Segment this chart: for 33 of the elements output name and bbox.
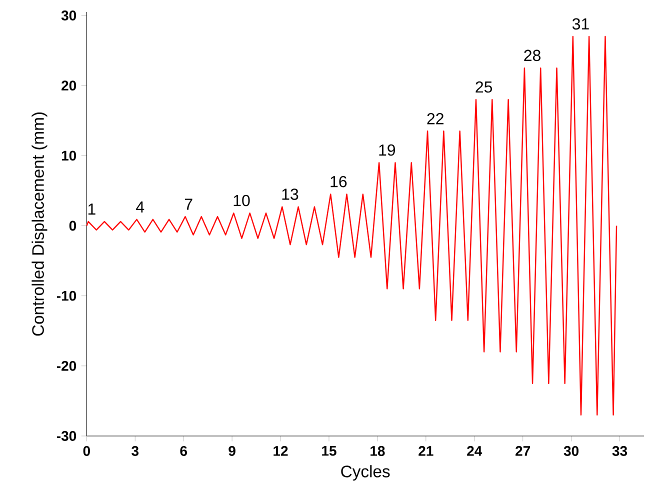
x-tick-label: 9 <box>228 446 236 456</box>
annotation: 28 <box>524 50 540 62</box>
x-tick-label: 27 <box>516 446 530 456</box>
annotation: 31 <box>572 18 589 30</box>
annotation: 10 <box>234 194 250 206</box>
annotation: 19 <box>379 144 396 156</box>
y-tick-label: 30 <box>61 10 76 20</box>
annotation: 4 <box>136 202 144 213</box>
annotation: 16 <box>330 176 347 188</box>
x-tick-label: 15 <box>322 446 336 456</box>
x-tick-label: 12 <box>274 446 288 456</box>
y-tick-label: 10 <box>62 150 76 161</box>
line-series <box>86 36 618 416</box>
x-tick-label: 0 <box>83 446 90 456</box>
x-tick-label: 18 <box>370 446 385 456</box>
x-tick-label: 33 <box>612 446 628 456</box>
y-tick-label: -10 <box>56 290 76 301</box>
y-axis-title: Controlled Displacement (mm) <box>32 112 48 336</box>
y-tick-label: -30 <box>56 431 76 441</box>
annotation: 22 <box>427 113 444 124</box>
annotation: 25 <box>476 81 492 93</box>
annotation: 1 <box>88 204 96 215</box>
y-tick-label: -20 <box>56 360 76 371</box>
x-tick-label: 30 <box>564 446 579 456</box>
x-tick-label: 3 <box>132 446 139 456</box>
y-tick-label: 0 <box>69 220 76 231</box>
x-tick-label: 21 <box>418 446 434 456</box>
x-tick-label: 24 <box>467 446 482 456</box>
x-tick-label: 6 <box>180 446 187 456</box>
annotation: 13 <box>282 188 298 200</box>
x-axis-title: Cycles <box>341 465 390 481</box>
annotation: 7 <box>184 198 192 210</box>
y-tick-label: 20 <box>62 80 76 91</box>
